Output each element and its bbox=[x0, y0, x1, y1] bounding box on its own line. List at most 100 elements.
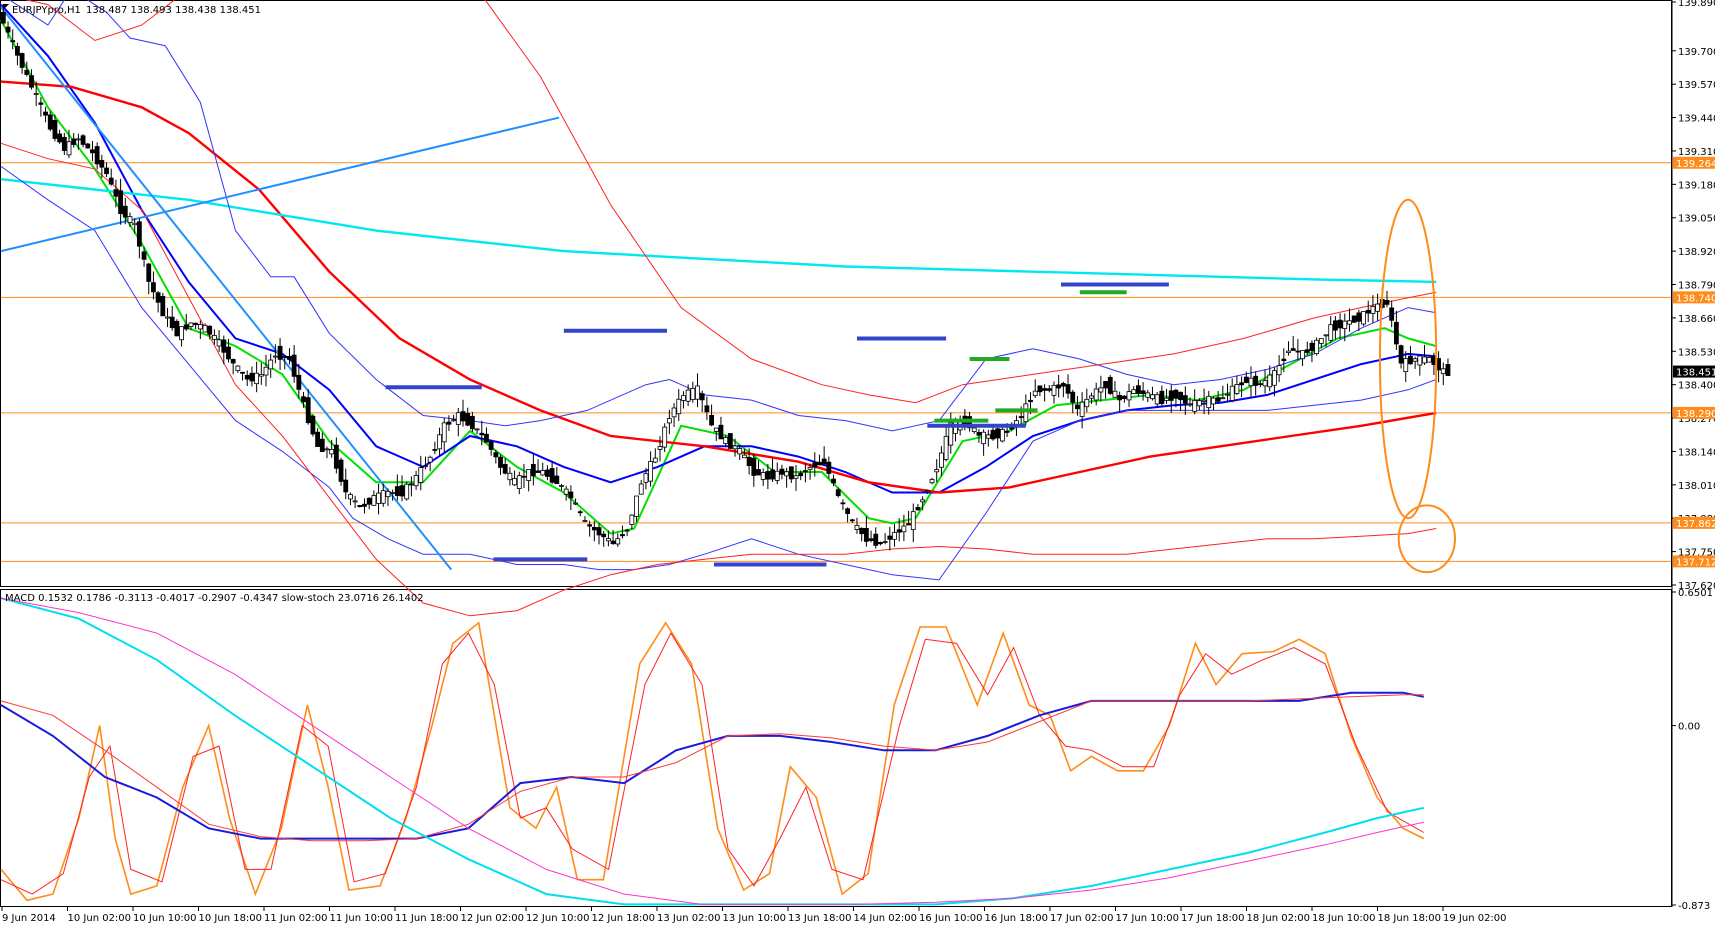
bull-candle bbox=[666, 418, 672, 424]
bull-candle bbox=[1347, 320, 1352, 325]
bear-candle bbox=[1351, 315, 1357, 323]
bear-candle bbox=[545, 469, 550, 477]
bull-candle bbox=[1272, 370, 1277, 386]
bear-candle bbox=[554, 475, 560, 485]
bear-candle bbox=[169, 316, 175, 329]
time-tick-label: 9 Jun 2014 bbox=[2, 913, 56, 924]
bull-candle bbox=[263, 366, 269, 376]
bull-candle bbox=[1323, 334, 1329, 337]
bear-candle bbox=[1168, 390, 1174, 401]
bull-candle bbox=[413, 475, 419, 487]
bear-candle bbox=[1065, 384, 1071, 394]
bear-candle bbox=[976, 432, 982, 436]
indicator-pane[interactable] bbox=[0, 589, 1672, 907]
price-pane[interactable] bbox=[0, 0, 1672, 587]
trendline-1 bbox=[0, 6, 453, 571]
bull-candle bbox=[685, 389, 691, 402]
bear-candle bbox=[535, 470, 541, 473]
stoch-main-line bbox=[0, 621, 1425, 902]
bull-candle bbox=[1187, 403, 1193, 406]
bear-candle bbox=[849, 519, 855, 522]
level-tag-bg bbox=[1673, 516, 1715, 529]
bull-candle bbox=[657, 446, 663, 450]
bear-candle bbox=[1398, 345, 1404, 364]
price-tick-label: 138.270 bbox=[1678, 414, 1715, 425]
bear-candle bbox=[1103, 381, 1108, 389]
time-tick-label: 12 Jun 18:00 bbox=[592, 913, 656, 924]
bear-candle bbox=[727, 433, 733, 449]
level-tag-bg bbox=[1673, 406, 1715, 419]
bull-candle bbox=[1342, 320, 1348, 329]
bear-candle bbox=[826, 461, 832, 474]
bear-candle bbox=[80, 135, 86, 145]
bull-candle bbox=[1220, 397, 1226, 400]
bull-candle bbox=[1426, 357, 1432, 363]
bear-candle bbox=[521, 475, 527, 478]
bear-candle bbox=[817, 461, 822, 466]
bear-candle bbox=[1121, 395, 1127, 400]
bear-candle bbox=[113, 189, 119, 197]
bear-candle bbox=[1239, 382, 1244, 386]
bull-candle bbox=[455, 412, 461, 425]
bull-candle bbox=[1262, 380, 1268, 387]
price-tick-label: 139.570 bbox=[1678, 80, 1715, 91]
bear-candle bbox=[291, 354, 297, 377]
bull-candle bbox=[882, 541, 888, 543]
bear-candle bbox=[835, 489, 841, 497]
bear-candle bbox=[878, 542, 883, 545]
bull-candle bbox=[582, 519, 588, 522]
bear-candle bbox=[305, 397, 311, 424]
bear-candle bbox=[906, 523, 911, 526]
bear-candle bbox=[94, 146, 100, 165]
bear-candle bbox=[315, 431, 320, 447]
price-tick-label: 138.530 bbox=[1678, 347, 1715, 358]
level-tags: 139.264 138.740 138.290 137.862 137.712 138.4… bbox=[1673, 156, 1715, 568]
price-tick-label: 139.180 bbox=[1678, 180, 1715, 191]
bull-candle bbox=[854, 524, 860, 531]
bear-candle bbox=[221, 339, 227, 353]
bull-candle bbox=[1145, 392, 1151, 398]
bear-candle bbox=[362, 503, 367, 507]
bull-candle bbox=[380, 490, 386, 504]
bear-candle bbox=[601, 533, 607, 538]
bear-candle bbox=[1304, 349, 1310, 353]
bull-candle bbox=[188, 322, 194, 327]
indicator-axis: 0.6501 0.00 -0.873 bbox=[1672, 588, 1713, 912]
bull-candle bbox=[324, 448, 330, 451]
bear-candle bbox=[99, 160, 105, 168]
bear-candle bbox=[1365, 309, 1371, 314]
bear-candle bbox=[995, 428, 1001, 439]
bear-candle bbox=[249, 372, 255, 382]
bull-candle bbox=[165, 316, 170, 319]
bull-candle bbox=[901, 525, 907, 533]
bear-candle bbox=[71, 138, 77, 145]
bull-candle bbox=[348, 494, 353, 500]
bear-candle bbox=[484, 433, 489, 443]
bear-candle bbox=[1004, 430, 1010, 433]
level-tag-bg bbox=[1673, 291, 1715, 304]
envelope-lower-line bbox=[0, 142, 1437, 617]
bull-candle bbox=[981, 431, 987, 445]
bull-candle bbox=[376, 492, 381, 504]
bear-candle bbox=[343, 479, 349, 493]
price-tick-label: 138.790 bbox=[1678, 281, 1715, 292]
level-tag-label: 137.862 bbox=[1676, 519, 1715, 530]
bear-candle bbox=[319, 438, 325, 452]
bear-candle bbox=[1136, 385, 1141, 394]
price-tick-label: 137.750 bbox=[1678, 548, 1715, 559]
time-tick-label: 16 Jun 18:00 bbox=[985, 913, 1049, 924]
bear-candle bbox=[488, 441, 494, 450]
bull-candle bbox=[939, 452, 944, 468]
bear-candle bbox=[61, 136, 67, 151]
bull-candle bbox=[1267, 374, 1273, 388]
bear-candle bbox=[1408, 355, 1413, 365]
time-tick-label: 19 Jun 02:00 bbox=[1443, 913, 1507, 924]
bear-candle bbox=[873, 533, 879, 546]
bear-candle bbox=[104, 167, 109, 175]
bear-candle bbox=[765, 471, 771, 480]
bear-candle bbox=[770, 469, 775, 480]
price-tick-label: 138.140 bbox=[1678, 447, 1715, 458]
price-tick-label: 139.440 bbox=[1678, 114, 1715, 125]
bull-candle bbox=[1403, 358, 1409, 373]
